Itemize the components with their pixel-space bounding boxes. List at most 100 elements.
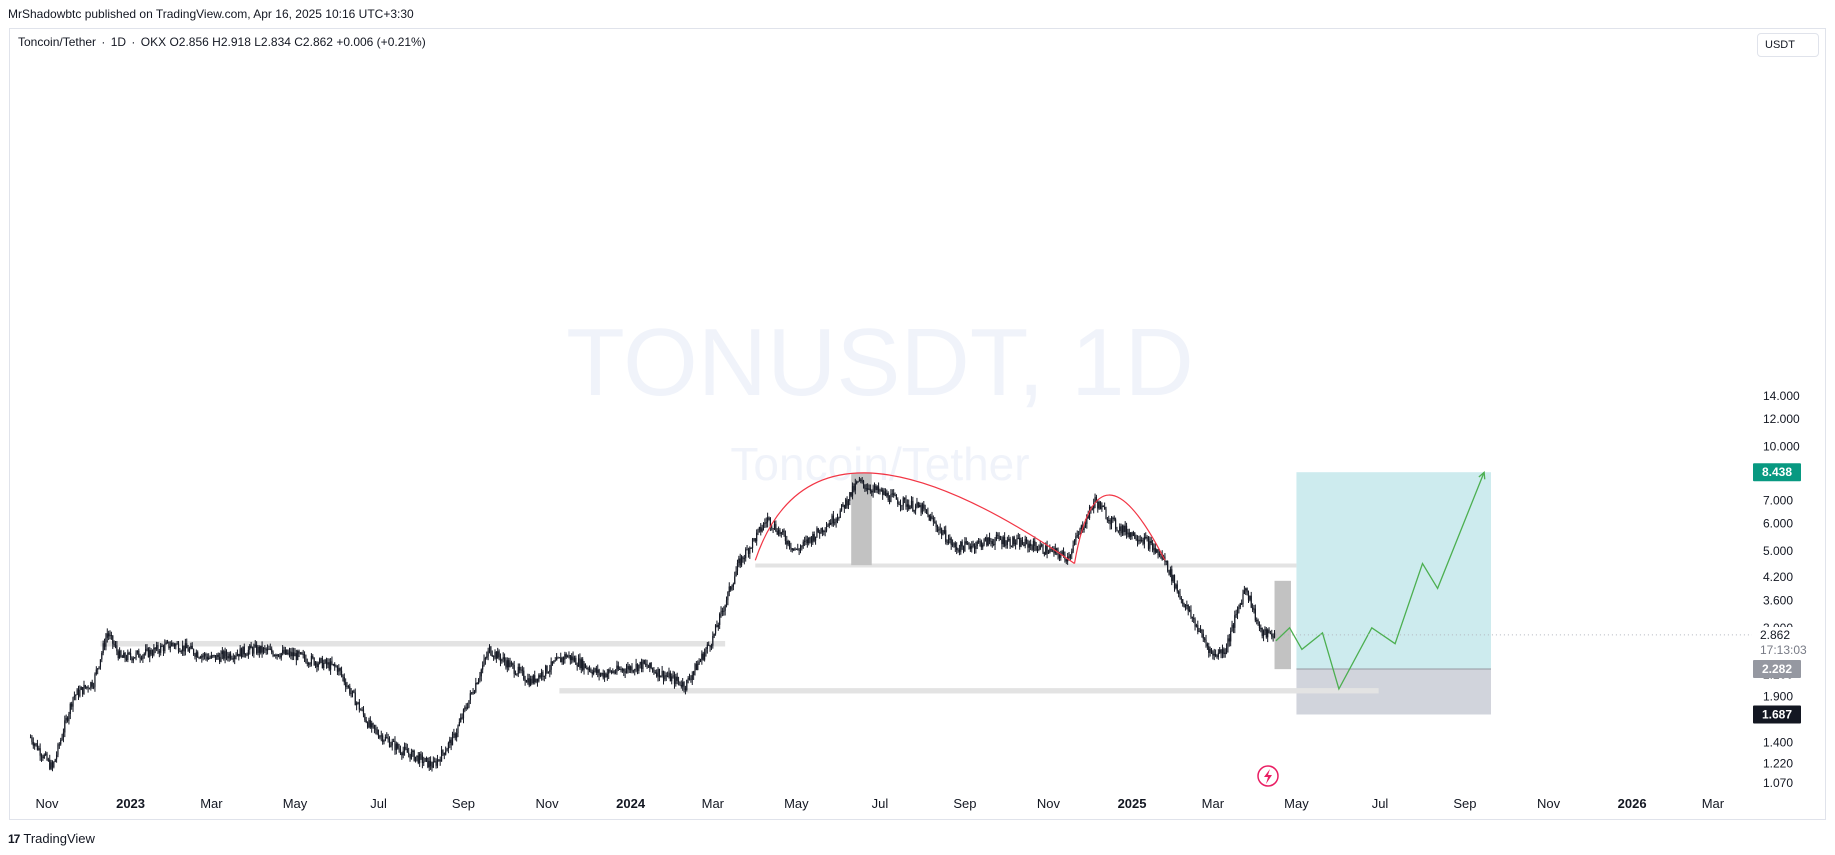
candle-body [664,675,666,680]
candle-body [1258,624,1261,629]
symbol-legend[interactable]: Toncoin/Tether · 1D · OKX O2.856 H2.918 … [18,35,426,49]
candle-body [1212,651,1214,656]
candle-body [777,529,780,535]
support-zone [100,640,726,647]
candle-body [1164,556,1166,562]
candle-body [799,547,802,551]
candle-body [988,537,991,542]
candle-body [468,700,470,708]
candle-body [29,737,32,739]
candle-body [827,525,829,527]
stop-price-tag [1753,705,1801,724]
candle-body [335,666,337,668]
candle-body [486,656,488,658]
candle-body [568,655,570,657]
candle-body [62,732,65,738]
candle-body [539,675,541,678]
time-tick-label: Mar [702,796,725,811]
candle-body [978,541,980,543]
candle-body [1105,509,1107,519]
candle-body [58,744,60,746]
candle-body [775,524,777,531]
candle-body [34,744,36,746]
candle-body [709,645,711,648]
candle-body [679,681,681,685]
legend-interval[interactable]: 1D [110,35,127,49]
candle-body [719,613,721,625]
candle-body [610,670,613,673]
candle-body [251,648,254,654]
candle-body [535,678,537,683]
candle-body [1254,608,1256,621]
footer-brand[interactable]: TradingView [23,831,95,846]
candle-body [303,654,306,659]
candle-body [256,644,258,654]
candle-body [888,500,891,503]
candle-body [316,662,318,668]
candle-body [941,528,943,535]
candle-body [920,505,922,513]
candle-body [867,488,869,490]
candle-body [1113,517,1115,520]
candle-body [899,504,902,507]
candle-body [756,532,758,542]
candle-body [690,679,692,681]
candle-body [408,752,410,754]
candle-body [398,748,400,750]
candle-body [234,656,236,660]
candle-body [623,669,625,672]
candle-body [1204,638,1206,640]
candle-body [120,650,122,657]
candle-body [536,678,539,682]
candle-body [458,722,460,726]
target-price-label: 8.438 [1762,465,1792,479]
candle-body [647,666,650,668]
candle-body [619,669,621,671]
candle-body [301,652,303,655]
candle-body [1143,536,1145,544]
candle-body [149,649,151,658]
time-tick-label: May [283,796,308,811]
candle-body [228,653,230,659]
candle-body [525,681,528,683]
candle-body [457,725,459,734]
candle-body [567,656,569,658]
candle-body [621,669,623,671]
candle-body [36,743,39,750]
head-shoulders-arc [1073,494,1166,564]
candle-body [987,537,989,546]
candle-body [845,499,847,509]
candle-body [662,670,665,680]
candle-body [376,729,378,735]
candle-body [77,689,80,697]
candle-body [772,528,774,530]
price-tick-label: 5.000 [1763,544,1793,558]
candle-body [784,534,787,541]
candle-body [1083,527,1085,530]
candle-body [579,658,581,669]
currency-button[interactable]: USDT [1757,33,1819,57]
candle-body [1243,590,1245,595]
candle-body [308,662,310,665]
candle-body [890,494,892,503]
candle-body [660,675,662,678]
candle-body [838,517,840,519]
price-tick-label: 10.000 [1763,440,1800,454]
footer-branding[interactable]: 17 TradingView [8,831,95,846]
candle-body [1119,526,1121,532]
candle-body [908,504,910,510]
candle-body [583,663,585,670]
legend-symbol[interactable]: Toncoin/Tether [18,35,97,49]
candle-body [523,670,525,680]
candle-body [106,633,108,638]
candle-body [561,657,563,663]
candle-body [943,530,945,534]
candle-body [1047,552,1050,554]
candle-body [261,645,263,653]
candle-body [521,669,523,671]
candle-body [1261,628,1263,636]
candle-body [1062,551,1065,555]
candle-body [456,733,458,738]
candle-body [1032,540,1034,550]
